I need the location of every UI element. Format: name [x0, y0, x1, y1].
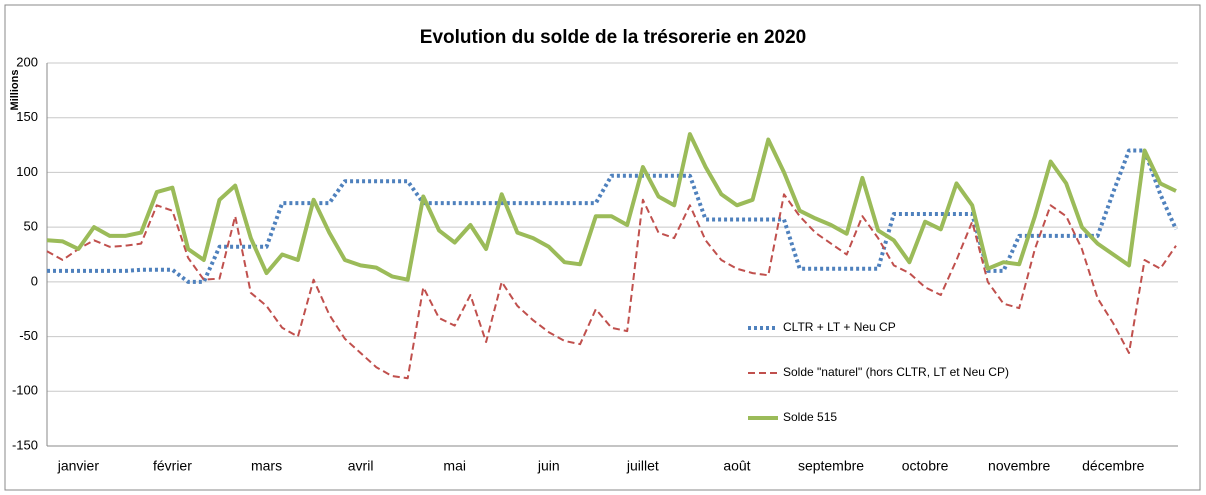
series-line [46, 132, 1177, 282]
chart-title: Evolution du solde de la trésorerie en 2… [420, 27, 806, 48]
y-tick-label: -150 [12, 437, 38, 452]
y-tick-label: 100 [16, 164, 38, 179]
y-tick-label: -50 [19, 328, 38, 343]
y-tick-label: 0 [31, 273, 38, 288]
series-line [47, 148, 1178, 284]
x-tick-label: octobre [902, 458, 949, 474]
y-tick-label: -100 [12, 383, 38, 398]
legend-label: CLTR + LT + Neu CP [783, 320, 896, 334]
x-tick-label: décembre [1082, 458, 1144, 474]
x-tick-label: avril [348, 458, 374, 474]
x-tick-label: septembre [798, 458, 864, 474]
y-tick-label: 200 [16, 54, 38, 69]
series-line [46, 193, 1177, 380]
x-tick-label: novembre [988, 458, 1050, 474]
x-tick-label: juin [537, 458, 560, 474]
x-tick-label: février [153, 458, 192, 474]
legend-label: Solde 515 [783, 410, 837, 424]
x-tick-label: mars [251, 458, 282, 474]
legend-label: Solde "naturel" (hors CLTR, LT et Neu CP… [783, 365, 1009, 379]
y-tick-label: 50 [24, 219, 38, 234]
y-tick-label: 150 [16, 109, 38, 124]
x-tick-label: janvier [57, 458, 100, 474]
chart-frame [4, 4, 1201, 491]
x-tick-label: août [723, 458, 750, 474]
y-axis-label: Millions [9, 70, 21, 111]
x-tick-label: juillet [626, 458, 659, 474]
x-tick-label: mai [443, 458, 466, 474]
